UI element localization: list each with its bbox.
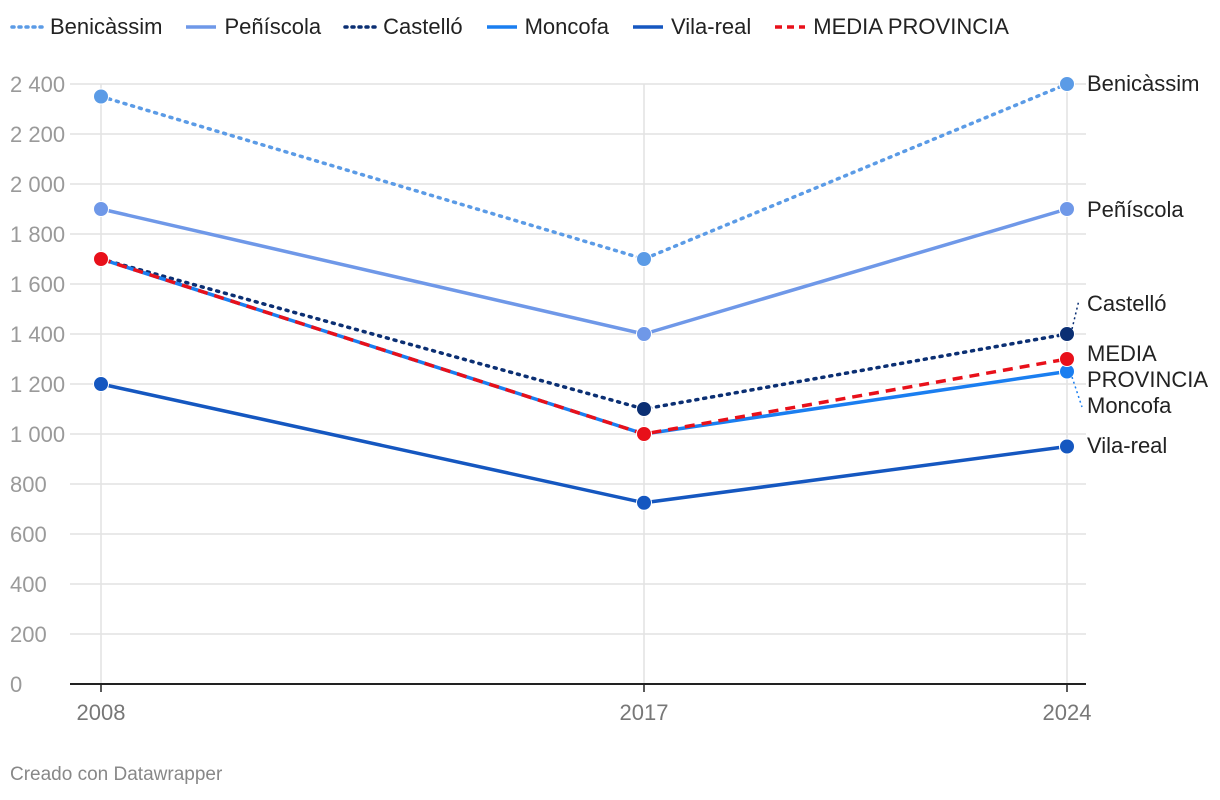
data-point-peniscola [93, 201, 109, 217]
legend-swatch [632, 25, 663, 29]
legend-swatch [343, 25, 377, 29]
y-tick-label: 1 400 [10, 322, 65, 347]
series-line-vila-real [100, 382, 1068, 505]
y-tick-label: 2 200 [10, 122, 65, 147]
legend-swatch [10, 25, 44, 29]
legend-item-media-provincia: MEDIA PROVINCIA [773, 14, 1009, 40]
data-point-media-provincia [636, 426, 652, 442]
data-point-vila-real [93, 376, 109, 392]
legend-item-peniscola: Peñíscola [184, 14, 321, 40]
data-point-benicassim [636, 251, 652, 267]
end-label-moncofa: Moncofa [1087, 393, 1172, 418]
data-point-media-provincia [1059, 351, 1075, 367]
x-tick-label: 2017 [620, 700, 669, 725]
legend-label: MEDIA PROVINCIA [813, 14, 1009, 39]
legend-label: Vila-real [670, 14, 752, 39]
end-label-media-provincia: PROVINCIA [1087, 367, 1208, 392]
series-line-peniscola [100, 207, 1068, 336]
legend-swatch [775, 25, 806, 29]
label-leader-moncofa [1071, 376, 1083, 408]
legend-item-castello: Castelló [343, 14, 463, 40]
data-point-benicassim [1059, 76, 1075, 92]
x-tick-label: 2024 [1043, 700, 1092, 725]
data-point-media-provincia [93, 251, 109, 267]
y-tick-label: 800 [10, 472, 47, 497]
end-label-peniscola: Peñíscola [1087, 197, 1184, 222]
legend-label: Benicàssim [50, 14, 163, 39]
series-line-media-provincia [100, 257, 1068, 436]
legend-swatch [486, 25, 517, 29]
y-tick-label: 1 200 [10, 372, 65, 397]
legend-item-vila-real: Vila-real [631, 14, 751, 40]
data-point-castello [636, 401, 652, 417]
y-tick-label: 200 [10, 622, 47, 647]
end-label-vila-real: Vila-real [1087, 433, 1167, 458]
y-tick-label: 2 000 [10, 172, 65, 197]
data-point-peniscola [636, 326, 652, 342]
y-tick-label: 400 [10, 572, 47, 597]
y-tick-label: 0 [10, 672, 22, 697]
y-tick-label: 1 000 [10, 422, 65, 447]
series-line-benicassim [99, 82, 1069, 261]
legend-swatch [186, 25, 217, 29]
end-label-castello: Castelló [1087, 291, 1166, 316]
footer-credit: Creado con Datawrapper [10, 764, 223, 785]
x-tick-label: 2008 [77, 700, 126, 725]
data-point-vila-real [636, 494, 652, 511]
chart-legend: Benicàssim Peñíscola Castelló Moncofa Vila-r… [10, 14, 1009, 40]
y-tick-label: 600 [10, 522, 47, 547]
data-point-benicassim [93, 88, 109, 105]
legend-label: Moncofa [524, 14, 609, 39]
legend-item-moncofa: Moncofa [485, 14, 609, 40]
legend-label: Peñíscola [224, 14, 322, 39]
data-point-peniscola [1059, 201, 1075, 217]
y-tick-label: 2 400 [10, 72, 65, 97]
series-line-moncofa [100, 257, 1068, 436]
y-tick-label: 1 600 [10, 272, 65, 297]
legend-label: Castelló [383, 14, 463, 39]
end-label-media-provincia: MEDIA [1087, 341, 1157, 366]
data-point-castello [1059, 326, 1075, 342]
legend-item-benicassim: Benicàssim [10, 14, 162, 40]
data-point-vila-real [1059, 438, 1075, 455]
y-tick-label: 1 800 [10, 222, 65, 247]
end-label-benicassim: Benicàssim [1087, 71, 1199, 96]
label-leader-castello [1071, 299, 1080, 330]
